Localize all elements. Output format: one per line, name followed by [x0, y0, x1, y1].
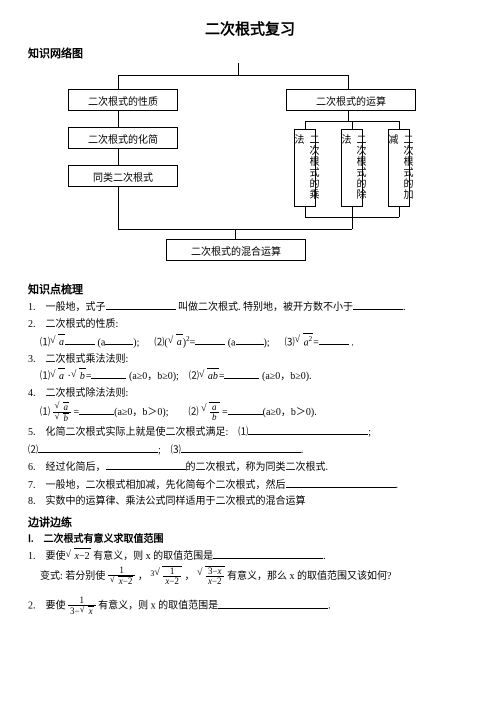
- box-mixed: 二次根式的混合运算: [166, 239, 306, 261]
- q2: 2. 要使 13−x 有意义，则 x 的取值范围是.: [28, 596, 472, 616]
- pt-6: 6. 经过化简后，的二次根式，称为同类二次根式.: [28, 459, 472, 476]
- pt-5b: ⑵; ⑶.: [28, 442, 472, 459]
- box-simplify: 二次根式的化简: [68, 127, 178, 149]
- pt-3: 3. 二次根式乘法法则:: [28, 352, 472, 368]
- box-div: 二次根式的除法: [341, 129, 363, 207]
- pt-2: 2. 二次根式的性质:: [28, 317, 472, 333]
- q1: 1. 要使x−2 有意义，则 x 的取值范围是.: [28, 548, 472, 565]
- pt-4: 4. 二次根式除法法则:: [28, 386, 472, 402]
- pt-2-sub: ⑴a (a); ⑵(a)2= (a); ⑶a2= .: [28, 333, 472, 351]
- pt-3-sub: ⑴a ·b= (a≥0，b≥0); ⑵ab= (a≥0，b≥0).: [28, 368, 472, 385]
- box-addsub: 二次根式的加减: [388, 129, 410, 207]
- pt-7: 7. 一般地，二次根式相加减，先化简每个二次根式，然后.: [28, 477, 472, 494]
- heading-points: 知识点梳理: [28, 281, 472, 297]
- box-similar: 同类二次根式: [68, 165, 178, 187]
- page-title: 二次根式复习: [28, 18, 472, 39]
- knowledge-diagram: 二次根式的性质 二次根式的化简 同类二次根式 二次根式的运算 二次根式的乘法 二…: [28, 63, 472, 273]
- heading-network: 知识网络图: [28, 45, 472, 61]
- q1-variant: 变式: 若分别使 1x−2 ， 31x−2 ， 3−xx−2 有意义，那么 x …: [28, 566, 472, 587]
- heading-practice: 边讲边练: [28, 514, 472, 530]
- pt-5: 5. 化简二次根式实际上就是使二次根式满足: ⑴;: [28, 424, 472, 441]
- pt-8: 8. 实数中的运算律、乘法公式同样适用于二次根式的混合运算: [28, 494, 472, 510]
- box-mul: 二次根式的乘法: [294, 129, 316, 207]
- box-operation: 二次根式的运算: [286, 89, 416, 111]
- pt-4-sub: ⑴ ab =(a≥0，b＞0); ⑵ ab =(a≥0，b＞0).: [28, 402, 472, 423]
- pt-1: 1. 一般地，式子 叫做二次根式. 特别地，被开方数不小于.: [28, 299, 472, 316]
- box-property: 二次根式的性质: [68, 89, 178, 111]
- heading-sub1: Ⅰ. 二次根式有意义求取值范围: [28, 532, 472, 548]
